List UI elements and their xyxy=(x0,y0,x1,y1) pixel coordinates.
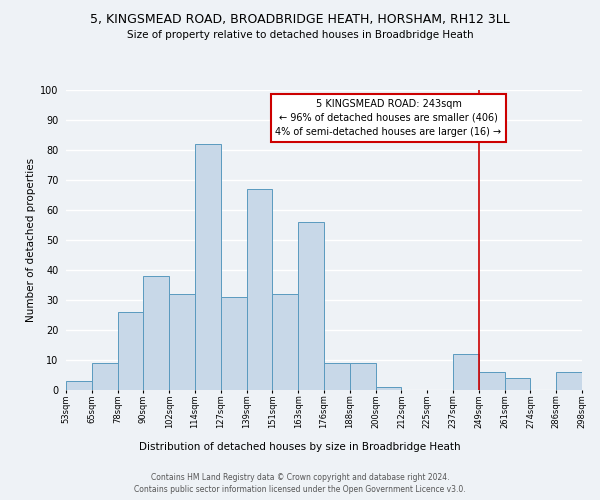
Text: Contains public sector information licensed under the Open Government Licence v3: Contains public sector information licen… xyxy=(134,485,466,494)
Bar xyxy=(376,387,401,390)
Y-axis label: Number of detached properties: Number of detached properties xyxy=(26,158,36,322)
Bar xyxy=(92,363,118,390)
Bar xyxy=(247,189,272,390)
Text: 5, KINGSMEAD ROAD, BROADBRIDGE HEATH, HORSHAM, RH12 3LL: 5, KINGSMEAD ROAD, BROADBRIDGE HEATH, HO… xyxy=(90,12,510,26)
Bar xyxy=(272,294,298,390)
Bar xyxy=(195,144,221,390)
Bar xyxy=(298,222,324,390)
Bar xyxy=(169,294,195,390)
Text: Size of property relative to detached houses in Broadbridge Heath: Size of property relative to detached ho… xyxy=(127,30,473,40)
Bar xyxy=(453,354,479,390)
Text: Distribution of detached houses by size in Broadbridge Heath: Distribution of detached houses by size … xyxy=(139,442,461,452)
Bar xyxy=(556,372,582,390)
Bar xyxy=(66,381,92,390)
Bar xyxy=(350,363,376,390)
Bar xyxy=(221,297,247,390)
Bar xyxy=(118,312,143,390)
Text: 5 KINGSMEAD ROAD: 243sqm
← 96% of detached houses are smaller (406)
4% of semi-d: 5 KINGSMEAD ROAD: 243sqm ← 96% of detach… xyxy=(275,99,502,137)
Text: Contains HM Land Registry data © Crown copyright and database right 2024.: Contains HM Land Registry data © Crown c… xyxy=(151,472,449,482)
Bar xyxy=(143,276,169,390)
Bar xyxy=(324,363,350,390)
Bar xyxy=(479,372,505,390)
Bar xyxy=(505,378,530,390)
